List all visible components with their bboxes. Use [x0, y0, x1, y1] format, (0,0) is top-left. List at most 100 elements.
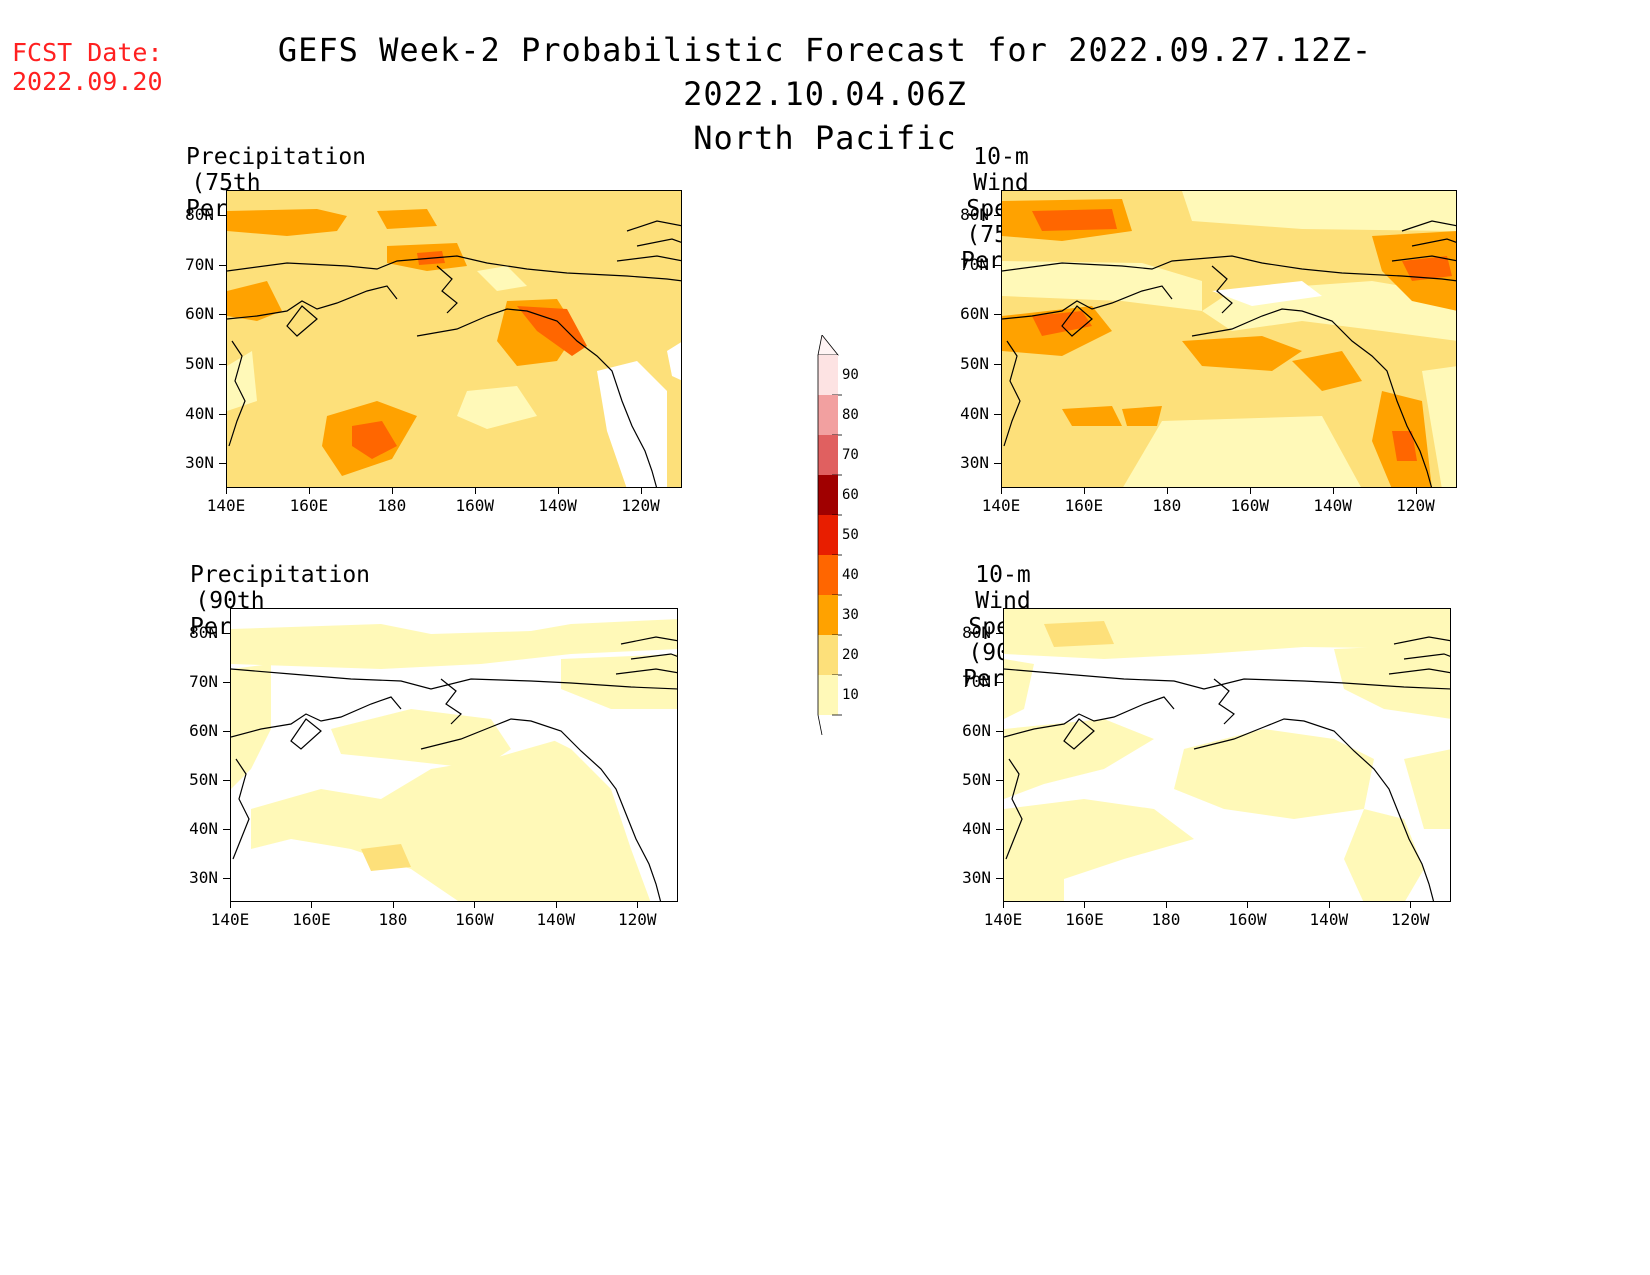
- lat-tick: [994, 413, 1001, 415]
- lon-tick-label: 140W: [538, 496, 577, 515]
- colorbar-swatch: [818, 555, 838, 595]
- lon-tick: [1165, 902, 1167, 908]
- map-wind-75: [1001, 190, 1457, 488]
- lon-tick-label: 160E: [292, 910, 331, 929]
- lon-tick: [1415, 488, 1417, 494]
- colorbar-top-arrow: [817, 335, 839, 356]
- lat-tick-label: 40N: [189, 818, 218, 838]
- colorbar-label: 70: [842, 447, 859, 463]
- map-field: [1004, 609, 1450, 901]
- lat-tick: [223, 632, 230, 634]
- lat-tick: [996, 632, 1003, 634]
- lat-tick-label: 80N: [185, 204, 214, 224]
- lon-tick-label: 140E: [981, 496, 1021, 515]
- forecast-date-value: 2022.09.20: [12, 67, 163, 96]
- lon-tick: [555, 902, 557, 908]
- lon-tick: [1001, 488, 1002, 494]
- lon-tick-label: 180: [378, 910, 408, 929]
- lat-tick-label: 60N: [962, 720, 991, 740]
- map-precip-90: [230, 608, 678, 902]
- colorbar-label: 60: [842, 487, 859, 503]
- colorbar-label: 30: [842, 607, 859, 623]
- lon-tick-label: 140E: [983, 910, 1023, 929]
- lon-tick-label: 180: [1151, 910, 1181, 929]
- lon-tick-label: 160E: [1065, 910, 1104, 929]
- lat-tick-label: 70N: [185, 254, 214, 274]
- lon-tick: [392, 902, 394, 908]
- lat-tick-label: 50N: [189, 769, 218, 789]
- lon-tick: [1247, 902, 1249, 908]
- lon-tick-label: 160E: [1064, 496, 1104, 515]
- lat-tick-label: 50N: [960, 353, 989, 373]
- lon-tick: [1166, 488, 1168, 494]
- lat-tick-label: 60N: [185, 304, 214, 324]
- map-field: [227, 191, 681, 487]
- map-field: [1002, 191, 1456, 487]
- lat-tick: [996, 730, 1003, 732]
- lon-tick-label: 120W: [1396, 496, 1435, 515]
- lon-tick-label: 160W: [1230, 496, 1269, 515]
- lon-tick: [226, 488, 227, 494]
- lon-tick: [308, 488, 310, 494]
- lat-tick-label: 70N: [189, 671, 218, 691]
- map-wind-90: [1003, 608, 1451, 902]
- lat-tick-label: 60N: [960, 304, 989, 324]
- lon-tick: [1410, 902, 1412, 908]
- lon-tick-label: 140E: [206, 496, 246, 515]
- colorbar-label: 40: [842, 567, 859, 583]
- lat-tick: [994, 314, 1001, 316]
- colorbar-swatches: [817, 335, 842, 735]
- lon-tick-label: 180: [1152, 496, 1182, 515]
- lat-tick: [223, 877, 230, 879]
- colorbar-label: 80: [842, 407, 859, 423]
- map-precip-75: [226, 190, 682, 488]
- lon-tick: [474, 488, 476, 494]
- lat-tick-label: 70N: [960, 254, 989, 274]
- lat-tick: [219, 363, 226, 365]
- lat-tick-label: 80N: [960, 204, 989, 224]
- lon-tick: [637, 902, 639, 908]
- lon-tick: [1083, 488, 1085, 494]
- lat-tick: [219, 314, 226, 316]
- lon-tick: [557, 488, 559, 494]
- lat-tick: [219, 214, 226, 216]
- lat-tick-label: 50N: [185, 353, 214, 373]
- lon-tick: [1328, 902, 1330, 908]
- lat-tick-label: 80N: [962, 622, 991, 642]
- lat-tick-label: 30N: [962, 867, 991, 887]
- lat-tick: [223, 779, 230, 781]
- colorbar-swatch: [818, 435, 838, 475]
- colorbar-edge: [817, 355, 823, 735]
- colorbar-label: 10: [842, 687, 859, 703]
- lon-tick-label: 140W: [1313, 496, 1352, 515]
- lat-tick-label: 30N: [189, 867, 218, 887]
- lon-tick-label: 160W: [455, 910, 494, 929]
- lon-tick-label: 120W: [1391, 910, 1430, 929]
- lat-tick: [219, 463, 226, 465]
- lon-tick: [640, 488, 642, 494]
- lat-tick: [223, 681, 230, 683]
- lon-tick-label: 180: [377, 496, 407, 515]
- lat-tick-label: 40N: [185, 403, 214, 423]
- colorbar-label: 50: [842, 527, 859, 543]
- lon-tick-label: 140W: [536, 910, 576, 929]
- lon-tick-label: 160W: [455, 496, 494, 515]
- lat-tick: [994, 264, 1001, 266]
- lat-tick: [223, 828, 230, 830]
- colorbar-swatch: [818, 355, 838, 395]
- forecast-date-label: FCST Date:: [12, 38, 163, 67]
- lat-tick: [994, 214, 1001, 216]
- lat-tick-label: 50N: [962, 769, 991, 789]
- lon-tick: [1332, 488, 1334, 494]
- lat-tick: [994, 463, 1001, 465]
- lon-tick-label: 120W: [621, 496, 660, 515]
- lon-tick: [1084, 902, 1086, 908]
- lat-tick: [219, 413, 226, 415]
- lon-tick: [1003, 902, 1004, 908]
- forecast-date-block: FCST Date: 2022.09.20: [12, 38, 163, 96]
- colorbar-swatch: [818, 635, 838, 675]
- lon-tick-label: 140E: [210, 910, 250, 929]
- colorbar-swatch: [818, 675, 838, 715]
- lat-tick-label: 70N: [962, 671, 991, 691]
- lon-tick: [311, 902, 313, 908]
